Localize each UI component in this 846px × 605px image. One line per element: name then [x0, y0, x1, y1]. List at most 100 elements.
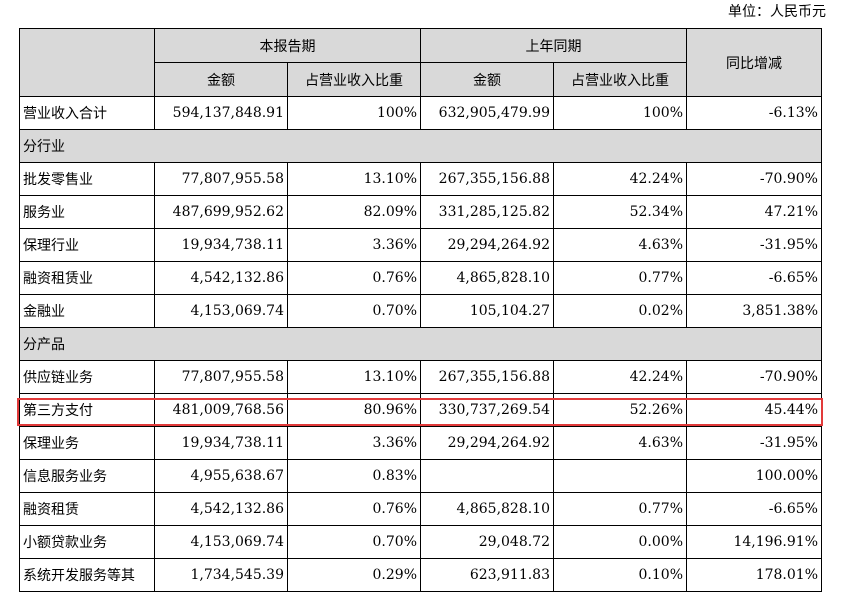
prev-ratio: 0.77% [553, 261, 687, 295]
yoy-change: -31.95% [686, 228, 822, 262]
prev-ratio [553, 459, 687, 493]
prev-amount: 330,737,269.54 [420, 393, 554, 427]
cur-ratio: 0.29% [287, 558, 421, 592]
row-label: 服务业 [19, 195, 155, 229]
cur-ratio: 13.10% [287, 360, 421, 394]
cur-amount: 594,137,848.91 [154, 96, 288, 130]
prev-ratio: 100% [553, 96, 687, 130]
prev-amount: 623,911.83 [420, 558, 554, 592]
cur-amount: 4,542,132.86 [154, 261, 288, 295]
prev-amount: 29,048.72 [420, 525, 554, 559]
cur-ratio: 0.76% [287, 492, 421, 526]
table-row: 批发零售业 77,807,955.58 13.10% 267,355,156.88 42… [19, 162, 822, 196]
cur-amount: 4,153,069.74 [154, 525, 288, 559]
cur-ratio: 82.09% [287, 195, 421, 229]
prev-amount [420, 459, 554, 493]
prev-amount: 105,104.27 [420, 294, 554, 328]
cur-ratio: 0.83% [287, 459, 421, 493]
cur-ratio: 80.96% [287, 393, 421, 427]
table-row: 小额贷款业务 4,153,069.74 0.70% 29,048.72 0.00% 14,… [19, 525, 822, 559]
yoy-change: 14,196.91% [686, 525, 822, 559]
row-label: 信息服务业务 [19, 459, 155, 493]
row-label: 融资租赁业 [19, 261, 155, 295]
cur-amount: 4,542,132.86 [154, 492, 288, 526]
prev-amount: 331,285,125.82 [420, 195, 554, 229]
cur-ratio: 0.70% [287, 525, 421, 559]
cur-ratio: 0.70% [287, 294, 421, 328]
prev-ratio: 0.77% [553, 492, 687, 526]
table-row: 信息服务业务 4,955,638.67 0.83% 100.00% [19, 459, 822, 493]
row-label: 营业收入合计 [19, 96, 155, 130]
yoy-change: 3,851.38% [686, 294, 822, 328]
prev-amount: 29,294,264.92 [420, 228, 554, 262]
yoy-change: -31.95% [686, 426, 822, 460]
table-row: 金融业 4,153,069.74 0.70% 105,104.27 0.02% 3,851… [19, 294, 822, 328]
table-row: 供应链业务 77,807,955.58 13.10% 267,355,156.88 42… [19, 360, 822, 394]
header-empty-cell [19, 28, 155, 97]
cur-amount: 77,807,955.58 [154, 162, 288, 196]
row-label: 融资租赁 [19, 492, 155, 526]
prev-ratio: 0.02% [553, 294, 687, 328]
row-label: 保理业务 [19, 426, 155, 460]
cur-amount: 19,934,738.11 [154, 228, 288, 262]
cur-amount: 1,734,545.39 [154, 558, 288, 592]
cur-ratio: 3.36% [287, 426, 421, 460]
cur-ratio: 3.36% [287, 228, 421, 262]
header-prior-period: 上年同期 [420, 28, 687, 63]
header-row-1: 本报告期 上年同期 同比增减 [19, 28, 822, 97]
cur-amount: 4,153,069.74 [154, 294, 288, 328]
prev-ratio: 52.34% [553, 195, 687, 229]
prev-amount: 4,865,828.10 [420, 492, 554, 526]
section-header-row: 分行业 [19, 129, 822, 163]
table-row: 保理业务 19,934,738.11 3.36% 29,294,264.92 4.63%… [19, 426, 822, 460]
row-label: 小额贷款业务 [19, 525, 155, 559]
row-label: 批发零售业 [19, 162, 155, 196]
prev-ratio: 42.24% [553, 162, 687, 196]
cur-amount: 77,807,955.58 [154, 360, 288, 394]
prev-ratio: 4.63% [553, 228, 687, 262]
yoy-change: 178.01% [686, 558, 822, 592]
row-label: 供应链业务 [19, 360, 155, 394]
cur-ratio: 100% [287, 96, 421, 130]
row-label: 系统开发服务等其 [19, 558, 155, 592]
header-yoy: 同比增减 [686, 28, 822, 97]
prev-ratio: 0.10% [553, 558, 687, 592]
cur-amount: 4,955,638.67 [154, 459, 288, 493]
table-row: 保理行业 19,934,738.11 3.36% 29,294,264.92 4.63%… [19, 228, 822, 262]
prev-amount: 632,905,479.99 [420, 96, 554, 130]
unit-label: 单位：人民币元 [728, 4, 826, 20]
prev-ratio: 4.63% [553, 426, 687, 460]
yoy-change: -6.13% [686, 96, 822, 130]
cur-amount: 481,009,768.56 [154, 393, 288, 427]
yoy-change: -6.65% [686, 492, 822, 526]
yoy-change: 47.21% [686, 195, 822, 229]
table-row: 系统开发服务等其 1,734,545.39 0.29% 623,911.83 0.10%… [19, 558, 822, 592]
prev-ratio: 52.26% [553, 393, 687, 427]
table-row: 融资租赁业 4,542,132.86 0.76% 4,865,828.10 0.77% -… [19, 261, 822, 295]
revenue-table: 本报告期 上年同期 同比增减 金额 占营业收入比重 金额 占营业收入比重 营业收… [19, 28, 822, 592]
yoy-change: 100.00% [686, 459, 822, 493]
section-title: 分产品 [19, 327, 822, 361]
cur-amount: 487,699,952.62 [154, 195, 288, 229]
row-label: 金融业 [19, 294, 155, 328]
prev-amount: 267,355,156.88 [420, 162, 554, 196]
prev-ratio: 0.00% [553, 525, 687, 559]
header-prev-amount: 金额 [420, 62, 554, 97]
cur-amount: 19,934,738.11 [154, 426, 288, 460]
total-row: 营业收入合计 594,137,848.91 100% 632,905,479.9… [19, 96, 822, 130]
row-label: 第三方支付 [19, 393, 155, 427]
section-header-row: 分产品 [19, 327, 822, 361]
header-current-period: 本报告期 [154, 28, 421, 63]
table-row: 服务业 487,699,952.62 82.09% 331,285,125.82 52.… [19, 195, 822, 229]
cur-ratio: 13.10% [287, 162, 421, 196]
table-row: 第三方支付 481,009,768.56 80.96% 330,737,269.54 5… [19, 393, 822, 427]
header-prev-ratio: 占营业收入比重 [553, 62, 687, 97]
prev-amount: 4,865,828.10 [420, 261, 554, 295]
prev-amount: 29,294,264.92 [420, 426, 554, 460]
header-cur-ratio: 占营业收入比重 [287, 62, 421, 97]
prev-amount: 267,355,156.88 [420, 360, 554, 394]
yoy-change: -70.90% [686, 360, 822, 394]
table-row: 融资租赁 4,542,132.86 0.76% 4,865,828.10 0.77% -6… [19, 492, 822, 526]
header-cur-amount: 金额 [154, 62, 288, 97]
header-row-2: 金额 占营业收入比重 金额 占营业收入比重 [20, 62, 822, 97]
